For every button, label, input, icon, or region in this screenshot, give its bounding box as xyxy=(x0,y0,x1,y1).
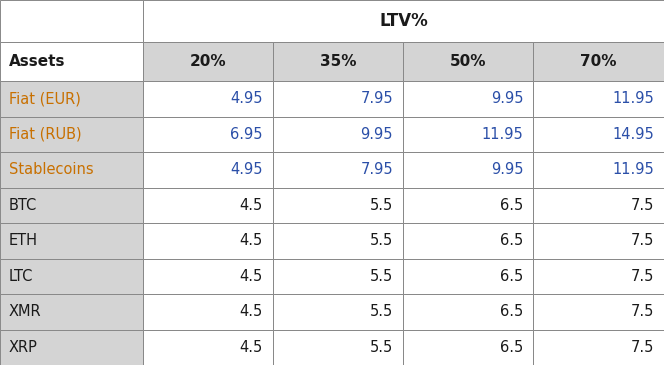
Text: Fiat (EUR): Fiat (EUR) xyxy=(9,91,80,106)
Bar xyxy=(533,152,664,188)
Text: 6.5: 6.5 xyxy=(500,304,523,319)
Bar xyxy=(533,42,664,81)
Bar xyxy=(403,294,533,330)
Bar xyxy=(403,188,533,223)
Bar xyxy=(273,294,403,330)
Text: LTV%: LTV% xyxy=(379,12,428,30)
Bar xyxy=(0,294,143,330)
Text: 35%: 35% xyxy=(320,54,356,69)
Bar xyxy=(143,81,273,116)
Bar xyxy=(403,223,533,258)
Text: 70%: 70% xyxy=(580,54,617,69)
Text: 9.95: 9.95 xyxy=(491,91,523,106)
Text: 7.95: 7.95 xyxy=(361,91,393,106)
Bar xyxy=(143,223,273,258)
Text: 9.95: 9.95 xyxy=(361,127,393,142)
Text: 20%: 20% xyxy=(189,54,226,69)
Text: 9.95: 9.95 xyxy=(491,162,523,177)
Text: 7.5: 7.5 xyxy=(631,340,654,355)
Text: ETH: ETH xyxy=(9,233,38,248)
Bar xyxy=(0,81,143,116)
Text: XRP: XRP xyxy=(9,340,37,355)
Bar xyxy=(143,152,273,188)
Text: 6.95: 6.95 xyxy=(230,127,263,142)
Bar xyxy=(533,258,664,294)
Text: 7.5: 7.5 xyxy=(631,304,654,319)
Bar xyxy=(533,330,664,365)
Text: 6.5: 6.5 xyxy=(500,340,523,355)
Bar xyxy=(0,223,143,258)
Bar xyxy=(533,294,664,330)
Bar xyxy=(403,152,533,188)
Bar xyxy=(273,81,403,116)
Text: Fiat (RUB): Fiat (RUB) xyxy=(9,127,81,142)
Text: 11.95: 11.95 xyxy=(612,162,654,177)
Text: Stablecoins: Stablecoins xyxy=(9,162,93,177)
Text: 5.5: 5.5 xyxy=(370,198,393,213)
Text: 7.95: 7.95 xyxy=(361,162,393,177)
Bar xyxy=(273,223,403,258)
Bar xyxy=(273,42,403,81)
Bar xyxy=(143,258,273,294)
Bar xyxy=(273,258,403,294)
Bar xyxy=(143,188,273,223)
Text: 7.5: 7.5 xyxy=(631,233,654,248)
Bar xyxy=(403,42,533,81)
Bar xyxy=(143,330,273,365)
Text: 6.5: 6.5 xyxy=(500,198,523,213)
Text: 4.5: 4.5 xyxy=(240,304,263,319)
Text: 4.95: 4.95 xyxy=(230,91,263,106)
Bar xyxy=(143,0,664,42)
Bar xyxy=(533,116,664,152)
Bar xyxy=(0,330,143,365)
Bar xyxy=(143,116,273,152)
Bar xyxy=(273,188,403,223)
Text: 11.95: 11.95 xyxy=(612,91,654,106)
Bar xyxy=(273,116,403,152)
Text: 11.95: 11.95 xyxy=(481,127,523,142)
Bar xyxy=(403,330,533,365)
Text: XMR: XMR xyxy=(9,304,41,319)
Text: 7.5: 7.5 xyxy=(631,198,654,213)
Text: 4.5: 4.5 xyxy=(240,198,263,213)
Text: 4.5: 4.5 xyxy=(240,340,263,355)
Bar xyxy=(0,116,143,152)
Bar xyxy=(533,223,664,258)
Bar xyxy=(0,258,143,294)
Text: 4.95: 4.95 xyxy=(230,162,263,177)
Text: BTC: BTC xyxy=(9,198,37,213)
Bar xyxy=(0,42,143,81)
Text: Assets: Assets xyxy=(9,54,65,69)
Text: 5.5: 5.5 xyxy=(370,233,393,248)
Text: 4.5: 4.5 xyxy=(240,233,263,248)
Bar xyxy=(0,188,143,223)
Bar xyxy=(533,81,664,116)
Text: 7.5: 7.5 xyxy=(631,269,654,284)
Bar xyxy=(0,0,143,42)
Bar xyxy=(143,42,273,81)
Text: 6.5: 6.5 xyxy=(500,269,523,284)
Bar xyxy=(403,116,533,152)
Bar xyxy=(273,152,403,188)
Text: 50%: 50% xyxy=(450,54,486,69)
Bar xyxy=(0,152,143,188)
Text: 4.5: 4.5 xyxy=(240,269,263,284)
Bar xyxy=(403,81,533,116)
Text: 14.95: 14.95 xyxy=(612,127,654,142)
Bar xyxy=(143,294,273,330)
Text: 6.5: 6.5 xyxy=(500,233,523,248)
Bar xyxy=(273,330,403,365)
Text: 5.5: 5.5 xyxy=(370,269,393,284)
Bar xyxy=(403,258,533,294)
Text: 5.5: 5.5 xyxy=(370,304,393,319)
Text: 5.5: 5.5 xyxy=(370,340,393,355)
Text: LTC: LTC xyxy=(9,269,33,284)
Bar xyxy=(533,188,664,223)
